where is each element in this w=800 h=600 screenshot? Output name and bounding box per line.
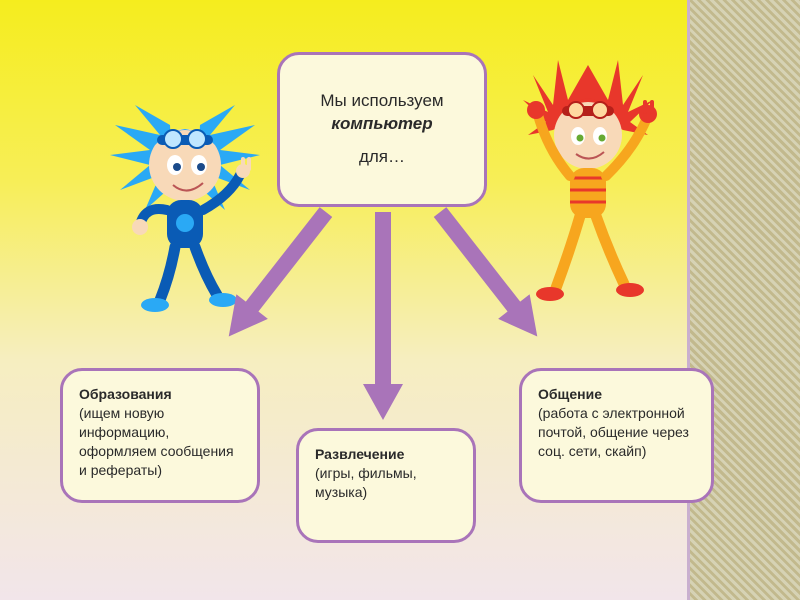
entertainment-title: Развлечение <box>315 446 404 462</box>
main-text-1: Мы используем <box>320 91 443 110</box>
main-line1: Мы используем компьютер <box>296 90 468 136</box>
node-education: Образования (ищем новую информацию, офор… <box>60 368 260 503</box>
node-entertainment: Развлечение (игры, фильмы, музыка) <box>296 428 476 543</box>
communication-title: Общение <box>538 386 602 402</box>
communication-body: (работа с электронной почтой, общение че… <box>538 405 689 459</box>
main-line2: для… <box>296 146 468 169</box>
node-communication: Общение (работа с электронной почтой, об… <box>519 368 714 503</box>
entertainment-body: (игры, фильмы, музыка) <box>315 465 417 500</box>
education-title: Образования <box>79 386 172 402</box>
arrow-to-entertainment <box>363 212 403 422</box>
right-decorative-stripe <box>690 0 800 600</box>
main-node: Мы используем компьютер для… <box>277 52 487 207</box>
education-body: (ищем новую информацию, оформляем сообще… <box>79 405 234 478</box>
main-emphasis: компьютер <box>331 114 432 133</box>
